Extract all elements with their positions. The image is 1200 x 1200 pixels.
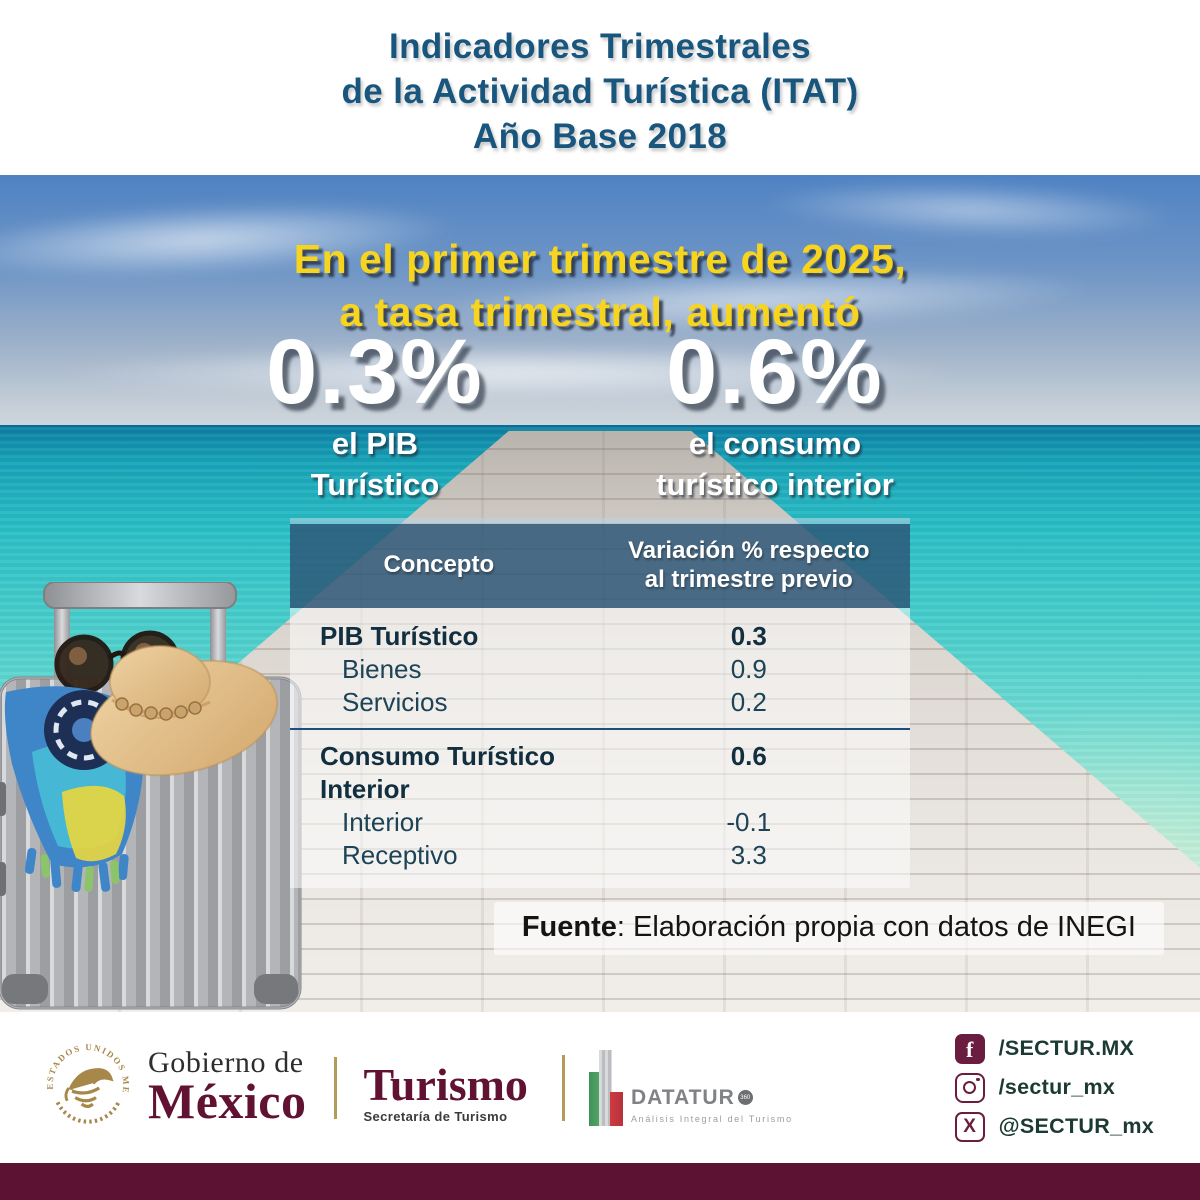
datatur-360-badge: 360 [737,1090,753,1105]
indicators-table: Concepto Variación % respecto al trimest… [290,518,910,888]
stat-value: 0.6% [666,321,884,423]
intro-statement: En el primer trimestre de 2025, a tasa t… [0,233,1200,339]
straw-hat [89,645,279,777]
table-row: Servicios 0.2 [342,687,767,717]
facebook-icon: f [954,1033,985,1064]
mexico-national-seal: ESTADOS UNIDOS MEXICANOS [40,1040,131,1124]
gobierno-line: Gobierno de [148,1045,304,1079]
datatur-green-bar [588,1071,602,1126]
instagram-handle: /sectur_mx [998,1075,1116,1099]
svg-text:ESTADOS UNIDOS MEXICANOS: ESTADOS UNIDOS MEXICANOS [40,1040,131,1095]
stat-label-line: el PIB [331,426,419,461]
suitcase-corner-cap [2,974,48,1004]
table-row: PIB Turístico 0.3 [320,621,767,651]
table-row: Consumo Turístico Interior 0.6 [320,741,767,804]
x-twitter-icon: X [954,1111,985,1142]
table-body: PIB Turístico 0.3 Bienes 0.9 Servicios 0… [290,608,910,888]
datatur-text: DATATUR 360 Análisis Integral del Turism… [631,1086,793,1126]
stat-label-line: el consumo [688,426,862,461]
datatur-red-bar [609,1091,623,1126]
turismo-wordmark: Turismo Secretaría de Turismo [363,1051,528,1125]
gold-divider [561,1054,565,1121]
table-header-variacion: Variación % respecto al trimestre previo [628,537,870,593]
stat-label-line: turístico interior [656,467,894,502]
suitcase-corner-cap [254,974,298,1004]
table-row: Interior -0.1 [342,807,772,837]
x-row: X @SECTUR_mx [954,1111,1154,1142]
source-text: : Elaboración propia con datos de INEGI [616,911,1136,943]
cloud [60,345,960,400]
table-group-divider [290,728,910,730]
sky [0,175,1200,427]
intro-line-1: En el primer trimestre de 2025, [293,236,907,282]
x-handle: @SECTUR_mx [998,1114,1154,1138]
stat-pib-turistico: 0.3% el PIB Turístico [200,323,550,503]
suitcase-latch [0,782,6,816]
intro-line-2: a tasa trimestral, aumentó [339,289,861,335]
footer: ESTADOS UNIDOS MEXICANOS Gobierno de Méx… [0,1012,1200,1163]
facebook-row: f /SECTUR.MX [954,1033,1154,1064]
gold-divider [334,1056,338,1119]
datatur-logo: DATATUR 360 Análisis Integral del Turism… [588,1049,793,1126]
table-row: Bienes 0.9 [342,654,767,684]
stat-label-line: Turístico [310,467,440,502]
stat-consumo-turistico: 0.6% el consumo turístico interior [550,323,1000,503]
suitcase-handle-grip [43,582,237,609]
eagle-emblem [64,1067,114,1108]
datatur-tagline: Análisis Integral del Turismo [630,1113,793,1124]
datatur-bars-icon [588,1049,623,1126]
bottom-maroon-bar [0,1163,1200,1200]
page-title-line-1: Indicadores Trimestrales [388,27,811,66]
table-header-row: Concepto Variación % respecto al trimest… [290,524,910,608]
source-note: Fuente: Elaboración propia con datos de … [493,902,1164,955]
suitcase-latch [0,862,6,896]
instagram-row: /sectur_mx [954,1072,1154,1103]
datatur-name: DATATUR [630,1085,735,1109]
suitcase-photo-prop [0,582,302,1010]
source-label: Fuente [521,911,617,943]
headline-stats: 0.3% el PIB Turístico 0.6% el consumo tu… [0,323,1200,503]
gobierno-de-mexico-wordmark: Gobierno de México [148,1046,306,1130]
header: Indicadores Trimestrales de la Actividad… [0,0,1200,175]
page-title-line-2: de la Actividad Turística (ITAT) [341,72,859,111]
mexico-line: México [148,1072,307,1129]
ministry-subtitle: Secretaría de Turismo [363,1109,508,1124]
page-title-line-3: Año Base 2018 [472,117,728,156]
table-header-concepto: Concepto [383,551,495,578]
facebook-handle: /SECTUR.MX [998,1036,1135,1060]
ministry-name: Turismo [363,1059,528,1110]
seal-text: ESTADOS UNIDOS MEXICANOS [40,1040,130,1095]
beach-photo-background: En el primer trimestre de 2025, a tasa t… [0,175,1200,1012]
hat-bead-band [115,697,202,721]
social-media-handles: f /SECTUR.MX /sectur_mx X @SECTUR_mx [954,1033,1160,1142]
instagram-icon [954,1072,985,1103]
datatur-silver-bar [598,1049,612,1126]
stat-value: 0.3% [266,321,484,423]
table-row: Receptivo 3.3 [342,840,767,870]
